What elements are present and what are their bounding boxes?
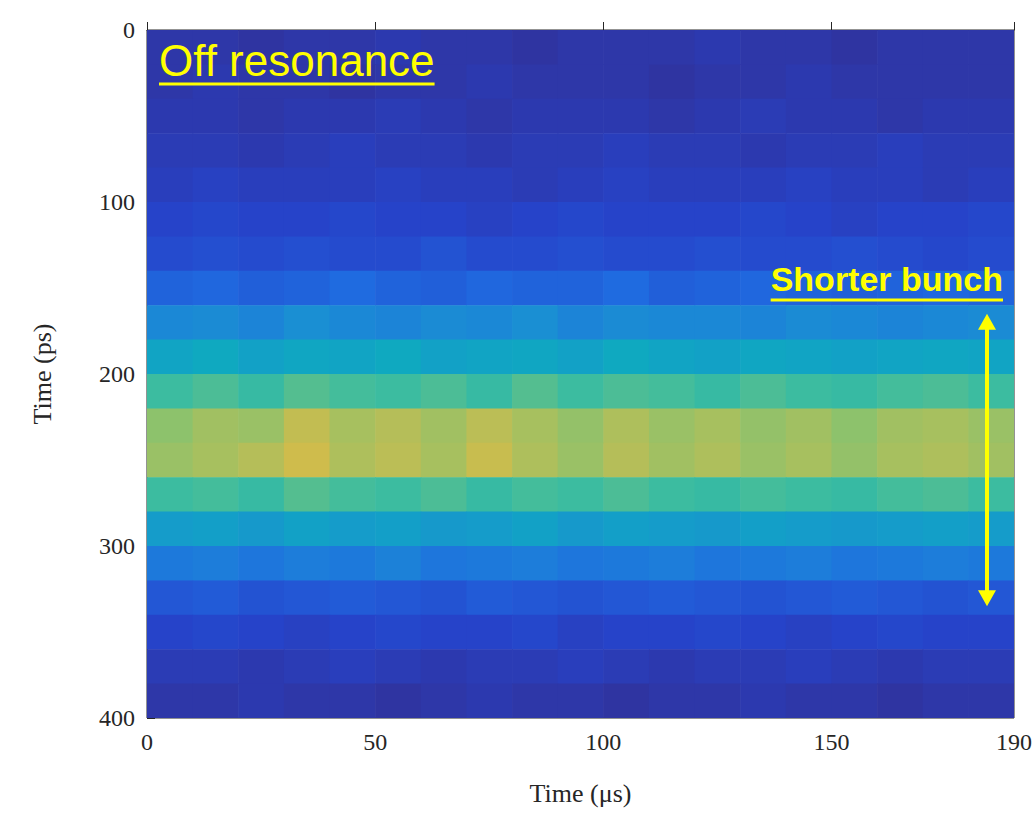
svg-text:50: 50	[363, 729, 387, 755]
svg-text:150: 150	[813, 729, 849, 755]
svg-text:100: 100	[585, 729, 621, 755]
svg-text:100: 100	[99, 189, 135, 215]
svg-text:Off resonance: Off resonance	[159, 36, 435, 85]
svg-text:400: 400	[99, 705, 135, 731]
svg-text:200: 200	[99, 361, 135, 387]
svg-text:0: 0	[123, 17, 135, 43]
svg-text:Time (ps): Time (ps)	[28, 324, 57, 425]
svg-text:300: 300	[99, 533, 135, 559]
svg-text:0: 0	[141, 729, 153, 755]
svg-text:190: 190	[996, 729, 1032, 755]
svg-text:Shorter bunch: Shorter bunch	[771, 260, 1003, 298]
svg-text:Time (μs): Time (μs)	[530, 779, 632, 808]
